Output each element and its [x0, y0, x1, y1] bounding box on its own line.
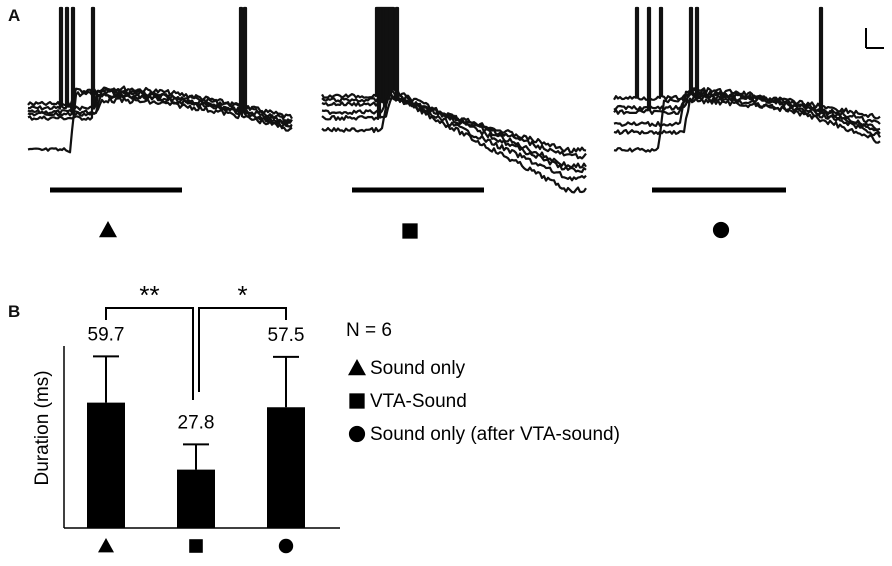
trace-group-1	[27, 6, 293, 238]
voltage-trace	[321, 6, 587, 160]
panel-a-traces	[27, 6, 881, 239]
value-label-3: 57.5	[268, 325, 305, 346]
voltage-trace	[613, 6, 881, 144]
voltage-trace	[27, 90, 293, 154]
triangle-icon	[99, 221, 117, 238]
legend-entry-3: Sound only (after VTA-sound)	[370, 424, 620, 445]
voltage-trace	[613, 97, 881, 153]
circle-icon	[712, 221, 730, 239]
legend-entry-2: VTA-Sound	[370, 391, 467, 412]
voltage-trace	[321, 6, 587, 182]
legend-circle-icon	[348, 425, 366, 443]
voltage-trace	[27, 6, 293, 125]
trace-group-2	[321, 6, 587, 239]
error-bar-3	[273, 355, 299, 408]
legend-square-icon	[349, 393, 365, 409]
scale-bar	[865, 28, 884, 49]
voltage-trace	[613, 6, 881, 138]
voltage-trace	[613, 6, 881, 120]
significance-label-1: **	[139, 280, 159, 310]
voltage-trace	[27, 6, 293, 132]
voltage-trace	[613, 6, 881, 135]
panel-label-b: B	[8, 302, 21, 321]
trace-group-3	[613, 6, 881, 239]
voltage-trace	[321, 6, 587, 174]
square-icon	[402, 223, 418, 239]
x-tick-circle-icon	[278, 538, 294, 554]
value-label-2: 27.8	[178, 412, 215, 433]
significance-label-2: *	[237, 280, 247, 310]
error-bar-1	[93, 355, 119, 403]
x-tick-triangle-icon	[98, 538, 114, 553]
error-bar-2	[183, 443, 209, 470]
panel-b-chart: Duration (ms) 59.727.857.5** * N = 6Sound…	[32, 280, 620, 554]
y-axis-label: Duration (ms)	[32, 370, 53, 485]
value-label-1: 59.7	[88, 324, 125, 345]
legend-entry-1: Sound only	[370, 358, 466, 379]
panel-label-a: A	[8, 6, 21, 25]
bar-2	[177, 469, 215, 528]
n-label: N = 6	[346, 320, 392, 341]
x-tick-square-icon	[189, 539, 203, 553]
significance-bracket-2: *	[198, 280, 287, 392]
legend-triangle-icon	[348, 359, 366, 376]
significance-bracket-1: **	[105, 280, 194, 400]
bar-1	[87, 402, 125, 528]
bar-3	[267, 407, 305, 528]
